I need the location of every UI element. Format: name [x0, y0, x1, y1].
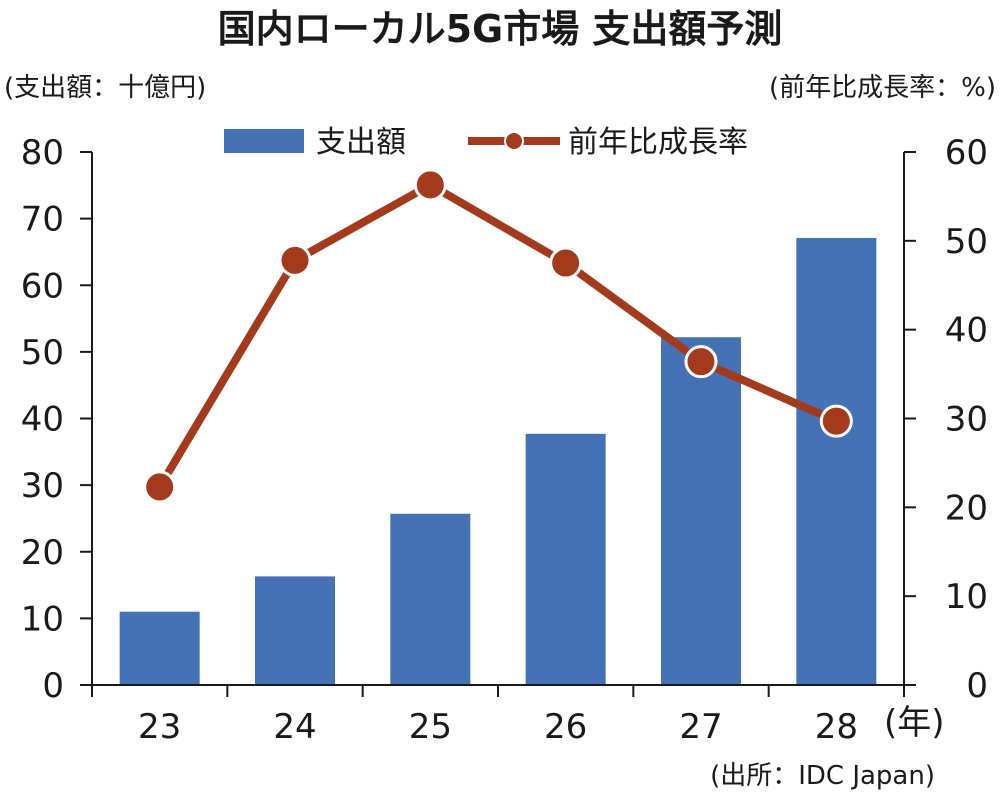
- right-axis-unit: (前年比成長率：%): [769, 73, 996, 103]
- legend-swatch-bar: [224, 129, 304, 153]
- growth-rate-point-26: [549, 246, 583, 280]
- x-tick-label-23: 23: [138, 707, 181, 747]
- x-axis-unit: (年): [884, 703, 945, 743]
- x-tick-labels: 23 24 25 26 27 28: [138, 707, 858, 747]
- left-tick-labels: 0 10 20 30 40 50 60 70 80: [21, 133, 64, 706]
- left-tick-label-20: 20: [21, 533, 64, 573]
- x-tick-label-25: 25: [409, 707, 452, 747]
- left-tick-label-80: 80: [21, 133, 64, 173]
- left-tick-label-60: 60: [21, 266, 64, 306]
- x-tick-label-26: 26: [544, 707, 587, 747]
- left-tick-label-0: 0: [42, 666, 64, 706]
- right-tick-label-10: 10: [945, 577, 988, 617]
- bar-25: [390, 513, 471, 685]
- bar-26: [525, 433, 606, 685]
- source-note: (出所：IDC Japan): [710, 761, 935, 791]
- growth-rate-line: [156, 180, 838, 489]
- axes: [80, 151, 916, 697]
- legend: 支出額 前年比成長率: [224, 125, 748, 160]
- bar-series: [119, 237, 877, 686]
- line-series: [143, 168, 853, 504]
- right-tick-label-50: 50: [945, 222, 988, 262]
- legend-swatch-marker: [504, 131, 524, 151]
- x-tick-label-24: 24: [273, 707, 316, 747]
- right-tick-label-60: 60: [945, 133, 988, 173]
- right-tick-label-30: 30: [945, 400, 988, 440]
- growth-rate-point-24: [278, 243, 312, 277]
- left-tick-label-40: 40: [21, 400, 64, 440]
- growth-rate-point-27: [684, 345, 718, 379]
- bar-24: [255, 576, 335, 685]
- bar-28: [796, 237, 877, 686]
- bar-27: [661, 337, 741, 685]
- legend-label-bar: 支出額: [316, 125, 406, 160]
- left-tick-label-70: 70: [21, 200, 64, 240]
- left-tick-label-30: 30: [21, 466, 64, 506]
- x-tick-label-27: 27: [679, 707, 722, 747]
- right-tick-label-0: 0: [966, 666, 988, 706]
- left-tick-label-10: 10: [21, 599, 64, 639]
- right-tick-label-40: 40: [945, 311, 988, 351]
- left-tick-label-50: 50: [21, 333, 64, 373]
- growth-rate-point-28: [819, 404, 853, 438]
- chart-title: 国内ローカル5G市場 支出額予測: [218, 7, 783, 51]
- legend-label-line: 前年比成長率: [568, 125, 748, 160]
- growth-rate-point-23: [143, 470, 177, 504]
- right-tick-labels: 0 10 20 30 40 50 60: [945, 133, 988, 706]
- left-axis-unit: (支出額：十億円): [4, 73, 206, 103]
- x-tick-label-28: 28: [815, 707, 858, 747]
- right-tick-label-20: 20: [945, 488, 988, 528]
- growth-rate-point-25: [413, 168, 447, 202]
- bar-23: [119, 611, 200, 685]
